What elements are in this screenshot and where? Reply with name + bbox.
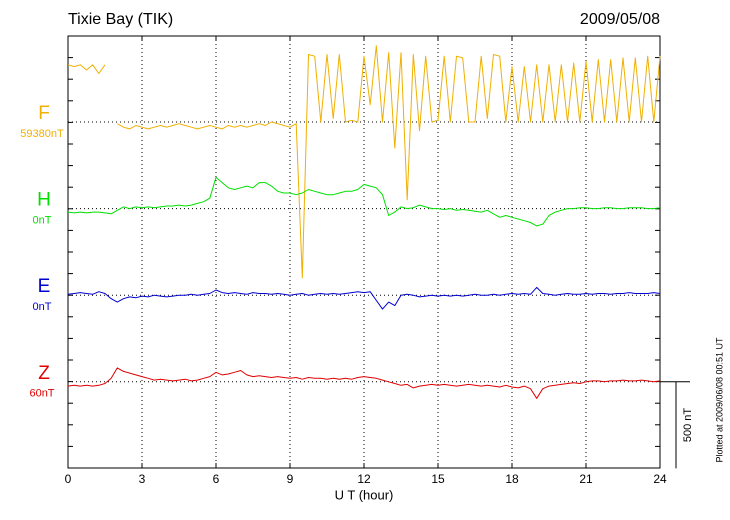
series-line bbox=[67, 45, 661, 279]
chart-title: Tixie Bay (TIK) bbox=[68, 11, 173, 28]
series-line bbox=[67, 367, 661, 399]
x-tick-label: 21 bbox=[579, 472, 593, 486]
series-name: Z bbox=[38, 363, 50, 384]
series-name: E bbox=[38, 276, 51, 297]
series-baseline-label: 0nT bbox=[33, 215, 52, 227]
x-tick-label: 3 bbox=[139, 472, 146, 486]
series-line bbox=[67, 176, 661, 227]
x-tick-label: 24 bbox=[653, 472, 667, 486]
x-tick-label: 12 bbox=[357, 472, 371, 486]
series-baseline-label: 59380nT bbox=[20, 128, 64, 140]
x-tick-label: 15 bbox=[431, 472, 445, 486]
scale-bar-label: 500 nT bbox=[682, 408, 694, 443]
series-name: F bbox=[38, 103, 50, 124]
series-baseline-label: 60nT bbox=[29, 388, 54, 400]
series-line bbox=[67, 286, 661, 310]
x-tick-label: 9 bbox=[287, 472, 294, 486]
plot-note: Plotted at 2009/06/08 00:51 UT bbox=[714, 337, 724, 463]
series-name: H bbox=[37, 190, 51, 211]
x-tick-label: 0 bbox=[65, 472, 72, 486]
x-tick-label: 6 bbox=[213, 472, 220, 486]
series-baseline-label: 0nT bbox=[33, 301, 52, 313]
x-axis-label: U T (hour) bbox=[335, 487, 394, 502]
chart-date: 2009/05/08 bbox=[580, 11, 660, 28]
x-tick-label: 18 bbox=[505, 472, 519, 486]
